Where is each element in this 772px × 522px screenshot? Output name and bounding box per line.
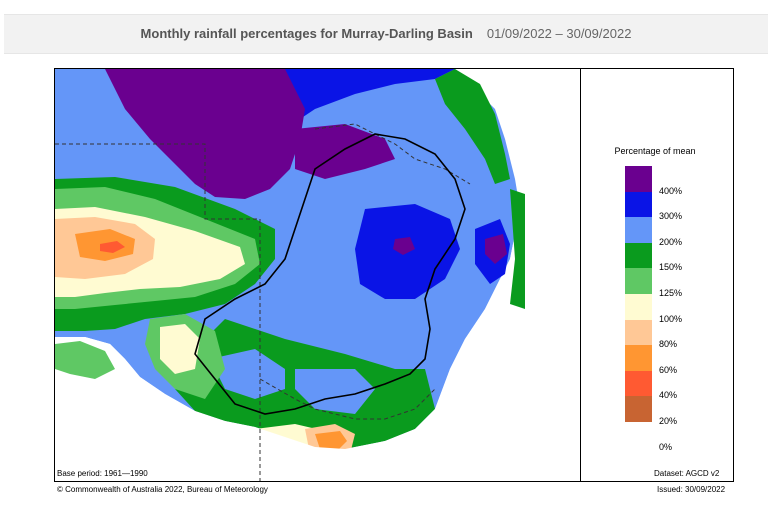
legend-label: 100% <box>659 313 683 324</box>
legend-title: Percentage of mean <box>614 146 696 156</box>
copyright: © Commonwealth of Australia 2022, Bureau… <box>57 485 268 494</box>
legend-label: 200% <box>659 236 683 247</box>
legend-swatch <box>625 166 652 192</box>
legend-swatch <box>625 294 652 320</box>
legend-swatch <box>625 370 652 397</box>
legend-swatch <box>625 268 652 294</box>
legend-divider <box>580 68 581 482</box>
legend-label: 0% <box>659 441 673 452</box>
legend-swatch <box>625 345 652 371</box>
legend-swatch <box>625 242 652 269</box>
dataset: Dataset: AGCD v2 <box>654 469 720 478</box>
date-range: 01/09/2022 – 30/09/2022 <box>486 26 632 41</box>
legend-label: 60% <box>659 364 678 375</box>
legend-label: 125% <box>659 288 683 298</box>
base-period: Base period: 1961—1990 <box>57 469 148 478</box>
legend-label: 150% <box>659 262 683 273</box>
rainfall-map <box>55 69 581 481</box>
legend-swatch <box>625 217 652 243</box>
header-bar: Monthly rainfall percentages for Murray-… <box>4 14 768 54</box>
issued-date: Issued: 30/09/2022 <box>657 485 726 494</box>
legend-label: 300% <box>659 211 683 222</box>
map-title: Monthly rainfall percentages for Murray-… <box>4 26 768 41</box>
legend-label: 400% <box>659 185 683 196</box>
legend-label: 40% <box>659 390 678 401</box>
title-text: Monthly rainfall percentages for Murray-… <box>140 26 473 41</box>
legend-label: 80% <box>659 339 678 350</box>
map-frame <box>54 68 734 482</box>
legend-swatch <box>625 396 652 422</box>
legend-swatch <box>625 191 652 218</box>
legend-swatch <box>625 319 652 346</box>
legend-label: 20% <box>659 416 678 426</box>
